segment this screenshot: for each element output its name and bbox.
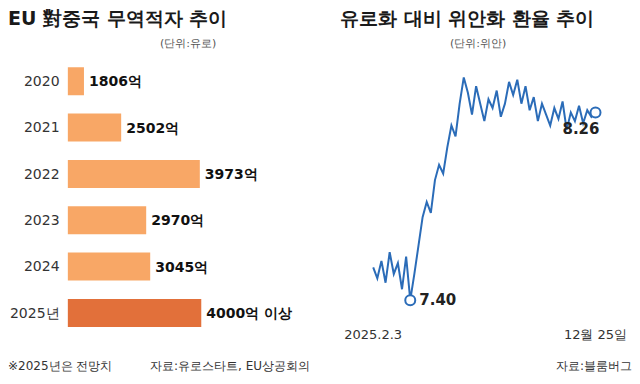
html-text:자료:블룸버그: 자료:블룸버그 xyxy=(556,359,632,373)
html-text:(단위:위안): (단위:위안) xyxy=(450,37,507,50)
html-text:※2025년은 전망치: ※2025년은 전망치 xyxy=(8,359,113,373)
svg-text:2025년: 2025년 xyxy=(10,305,60,321)
svg-text:12월 25일: 12월 25일 xyxy=(564,327,627,342)
svg-text:2021: 2021 xyxy=(24,119,60,135)
svg-text:2023: 2023 xyxy=(24,212,60,228)
svg-text:2025.2.3: 2025.2.3 xyxy=(344,327,402,342)
svg-text:2502억: 2502억 xyxy=(126,120,179,136)
svg-text:2024: 2024 xyxy=(24,258,60,274)
svg-text:3045억: 3045억 xyxy=(155,259,208,275)
svg-text:2020: 2020 xyxy=(24,73,60,89)
html-text:EU 對중국 무역적자 추이: EU 對중국 무역적자 추이 xyxy=(8,7,228,29)
html-text:유로화 대비 위안화 환율 추이: 유로화 대비 위안화 환율 추이 xyxy=(340,7,595,29)
svg-text:7.40: 7.40 xyxy=(419,291,456,309)
html-text:(단위:유로): (단위:유로) xyxy=(160,37,217,50)
svg-text:1806억: 1806억 xyxy=(89,73,142,89)
svg-text:4000억 이상: 4000억 이상 xyxy=(206,305,292,321)
svg-text:2022: 2022 xyxy=(24,166,60,182)
svg-text:8.26: 8.26 xyxy=(562,120,599,138)
svg-text:2970억: 2970억 xyxy=(151,212,204,228)
html-text:자료:유로스타트, EU상공회의: 자료:유로스타트, EU상공회의 xyxy=(150,359,310,373)
svg-text:3973억: 3973억 xyxy=(205,166,258,182)
